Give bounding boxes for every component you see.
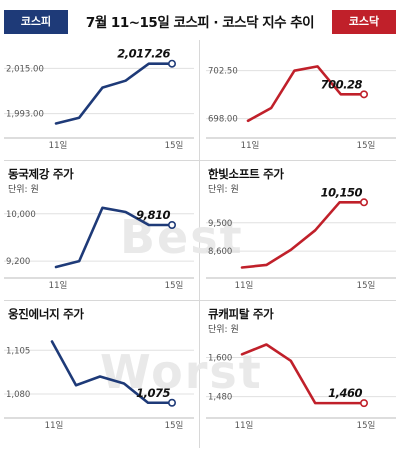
dongkuk-series-line bbox=[54, 206, 174, 269]
kospi-last-point bbox=[168, 59, 177, 68]
hancom-title: 한빛소프트 주가 bbox=[208, 167, 284, 181]
hancom-last-value-label: 10,150 bbox=[321, 185, 363, 199]
cuecapital-title: 큐캐피탈 주가 bbox=[208, 307, 274, 321]
woongjin-x-tick-label: 11일 bbox=[45, 421, 64, 431]
woongjin-title: 웅진에너지 주가 bbox=[8, 307, 84, 321]
kosdaq-y-tick-label: 702.50 bbox=[208, 67, 238, 77]
kospi-y-tick-label: 2,015.00 bbox=[6, 64, 44, 74]
kospi-series-line bbox=[54, 62, 174, 125]
hancom-y-tick-label: 8,600 bbox=[208, 247, 232, 257]
kosdaq-x-tick-label: 15일 bbox=[357, 141, 376, 151]
dongkuk-last-point bbox=[168, 221, 177, 230]
woongjin-y-tick-label: 1,105 bbox=[6, 346, 30, 356]
kospi-y-tick-label: 1,993.00 bbox=[6, 110, 44, 120]
hancom-series-line bbox=[240, 200, 366, 269]
hancom-last-point bbox=[359, 198, 368, 207]
cuecapital-y-tick-label: 1,480 bbox=[208, 393, 232, 403]
kosdaq-tag: 코스닥 bbox=[332, 10, 396, 34]
woongjin-last-point bbox=[168, 398, 177, 407]
kospi-last-value-label: 2,017.26 bbox=[117, 47, 170, 61]
row-divider-2 bbox=[4, 300, 396, 301]
cuecapital-last-value-label: 1,460 bbox=[328, 386, 362, 400]
kosdaq-last-point bbox=[359, 90, 368, 99]
dongkuk-unit: 단위: 원 bbox=[8, 185, 39, 195]
dongkuk-y-tick-label: 10,000 bbox=[6, 210, 36, 220]
woongjin-series-line bbox=[50, 340, 174, 405]
cuecapital-x-tick-label: 11일 bbox=[235, 421, 254, 431]
kosdaq-series-line bbox=[246, 65, 366, 123]
dongkuk-x-tick-label: 15일 bbox=[165, 281, 184, 291]
cuecapital-last-point bbox=[359, 399, 368, 408]
cuecapital-unit: 단위: 원 bbox=[208, 325, 239, 335]
dongkuk-title: 동국제강 주가 bbox=[8, 167, 74, 181]
center-divider bbox=[199, 40, 200, 448]
watermark-worst: Worst bbox=[100, 345, 263, 399]
kospi-x-tick-label: 11일 bbox=[49, 141, 68, 151]
kosdaq-x-tick-label: 11일 bbox=[241, 141, 260, 151]
kospi-x-tick-label: 15일 bbox=[165, 141, 184, 151]
dongkuk-x-tick-label: 11일 bbox=[49, 281, 68, 291]
cuecapital-series-line bbox=[240, 343, 366, 405]
woongjin-x-tick-label: 15일 bbox=[165, 421, 184, 431]
hancom-x-tick-label: 11일 bbox=[235, 281, 254, 291]
kosdaq-last-value-label: 700.28 bbox=[321, 77, 363, 91]
cuecapital-y-tick-label: 1,600 bbox=[208, 354, 232, 364]
kospi-tag: 코스피 bbox=[4, 10, 68, 34]
row-divider-1 bbox=[4, 160, 396, 161]
hancom-x-tick-label: 15일 bbox=[357, 281, 376, 291]
dongkuk-y-tick-label: 9,200 bbox=[6, 257, 30, 267]
cuecapital-x-tick-label: 15일 bbox=[357, 421, 376, 431]
dongkuk-last-value-label: 9,810 bbox=[136, 208, 170, 222]
hancom-y-tick-label: 9,500 bbox=[208, 219, 232, 229]
woongjin-y-tick-label: 1,080 bbox=[6, 390, 30, 400]
page-title: 7월 11~15일 코스피 · 코스닥 지수 추이 bbox=[85, 15, 315, 31]
kosdaq-y-tick-label: 698.00 bbox=[208, 115, 238, 125]
hancom-unit: 단위: 원 bbox=[208, 185, 239, 195]
woongjin-last-value-label: 1,075 bbox=[136, 386, 170, 400]
